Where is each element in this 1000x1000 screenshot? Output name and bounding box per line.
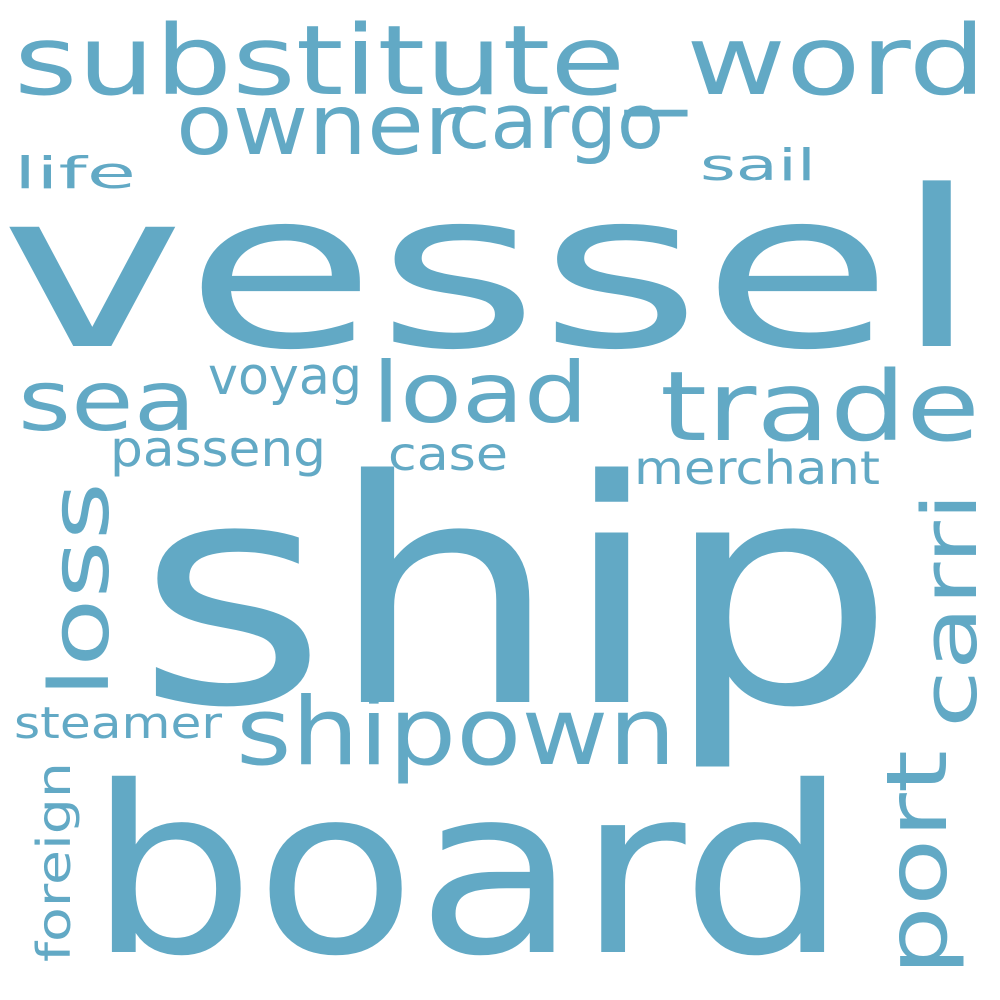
word-shipown: shipown [236,678,676,787]
word-vessel: vessel [0,145,980,398]
word-trade: trade [660,351,980,463]
word-foreign: foreign [27,762,81,962]
word-owner: owner [176,76,463,174]
word-passeng: passeng [110,420,326,478]
word-cargo: cargo [448,77,664,166]
word-port: port [868,750,966,976]
word-sea: sea [18,352,196,450]
word-load: load [372,344,588,442]
word-ship: ship [136,415,896,776]
word-substitute-word: substitute_word [14,5,986,117]
word-cloud-words: vessel ship board substitute_word owner … [0,5,994,1000]
word-sail: sail [700,140,816,191]
word-loss: loss [33,482,128,698]
word-carri: carri [905,492,994,728]
word-steamer: steamer [14,698,223,749]
word-board: board [88,737,848,1000]
word-merchant: merchant [634,441,880,495]
word-life: life [14,148,136,199]
word-voyag: voyag [208,347,362,407]
word-case: case [388,427,508,481]
